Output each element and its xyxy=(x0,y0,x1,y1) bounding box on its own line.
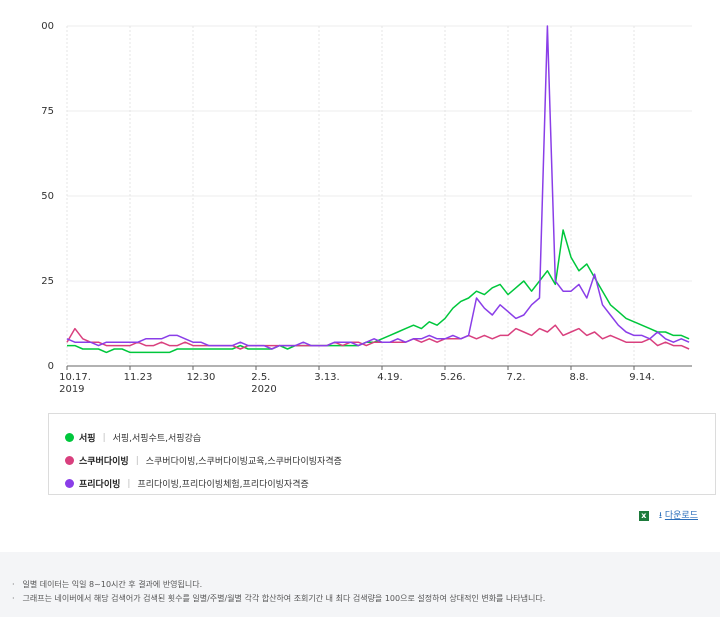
legend-name: 스쿠버다이빙 xyxy=(79,457,129,467)
series-line xyxy=(66,25,690,350)
legend-keywords: 프리다이빙,프리다이빙체험,프리다이빙자격증 xyxy=(137,480,309,490)
legend-dot xyxy=(65,433,74,442)
excel-icon[interactable]: x xyxy=(638,511,649,521)
x-tick-label: 9.14. xyxy=(629,372,655,383)
x-tick-label: 3.13. xyxy=(314,372,340,383)
series-line xyxy=(67,229,690,354)
legend-keywords: 서핑,서핑수트,서핑강습 xyxy=(112,434,202,444)
download-link[interactable]: ⭳ 다운로드 xyxy=(658,511,698,521)
legend-separator: | xyxy=(135,455,139,466)
download-text[interactable]: 다운로드 xyxy=(664,511,698,521)
note: 그래프는 네이버에서 해당 검색어가 검색된 횟수를 일별/주별/월별 각각 합… xyxy=(12,592,720,606)
x-tick-label: 7.2. xyxy=(506,372,526,383)
legend-name: 서핑 xyxy=(79,434,96,444)
legend-separator: | xyxy=(102,432,106,443)
legend-dot xyxy=(65,479,74,488)
x-tick-label: 5.26. xyxy=(440,372,466,383)
y-tick-label: 50 xyxy=(41,191,54,202)
x-tick-label: 8.8. xyxy=(569,372,589,383)
x-tick-label: 2.5. 2020 xyxy=(251,372,277,395)
series-line xyxy=(66,324,690,350)
x-tick-label: 11.23 xyxy=(123,372,153,383)
x-tick-label: 4.19. xyxy=(377,372,403,383)
footer-notes: 일별 데이터는 익일 8~10시간 후 결과에 반영됩니다.그래프는 네이버에서… xyxy=(0,552,720,617)
legend-keywords: 스쿠버다이빙,스쿠버다이빙교육,스쿠버다이빙자격증 xyxy=(145,457,342,467)
chart: 0 25 50 75 00 xyxy=(41,21,692,372)
legend-dot xyxy=(65,456,74,465)
x-tick-label: 12.30 xyxy=(186,372,216,383)
y-tick-label: 0 xyxy=(48,361,54,372)
note: 일별 데이터는 익일 8~10시간 후 결과에 반영됩니다. xyxy=(12,578,720,592)
legend-separator: | xyxy=(127,478,131,489)
legend-row: 프리다이빙 | 프리다이빙,프리다이빙체험,프리다이빙자격증 xyxy=(49,472,715,495)
x-tick-label: 10.17. 2019 xyxy=(59,372,91,395)
y-tick-label: 75 xyxy=(41,106,54,117)
legend-name: 프리다이빙 xyxy=(79,480,121,490)
y-tick-label: 25 xyxy=(41,276,54,287)
download-area: x ⭳ 다운로드 xyxy=(638,508,698,524)
legend-row: 서핑 | 서핑,서핑수트,서핑강습 xyxy=(49,426,715,449)
y-tick-label: 00 xyxy=(41,21,54,32)
legend-row: 스쿠버다이빙 | 스쿠버다이빙,스쿠버다이빙교육,스쿠버다이빙자격증 xyxy=(49,449,715,472)
